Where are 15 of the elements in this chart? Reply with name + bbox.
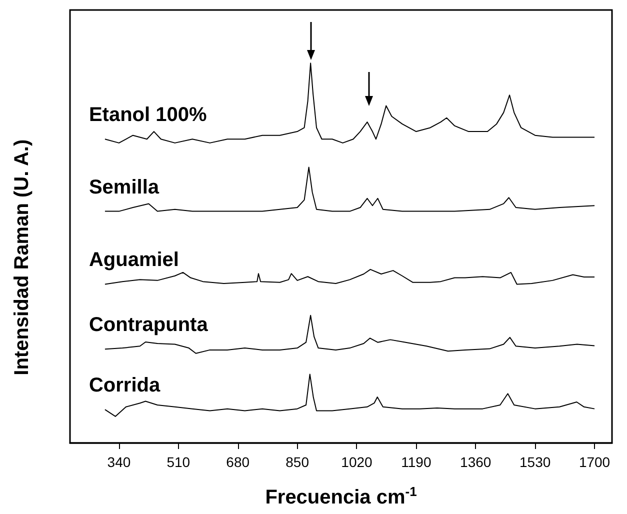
x-tick-label: 680	[226, 454, 250, 470]
y-axis-title: Intensidad Raman (U. A.)	[11, 139, 33, 376]
series-label: Etanol 100%	[88, 104, 208, 126]
x-tick-label: 1360	[460, 454, 492, 470]
x-tick-label: 1020	[341, 454, 373, 470]
series-label: Corrida	[88, 374, 161, 397]
series-label: Contrapunta	[88, 314, 209, 336]
x-tick-label: 1190	[401, 454, 432, 470]
x-tick-label: 340	[107, 454, 131, 470]
x-tick-label: 850	[286, 454, 310, 470]
x-tick-label: 510	[166, 454, 190, 470]
series-label: Aguamiel	[88, 249, 179, 272]
series-label: Semilla	[88, 176, 160, 198]
x-tick-label: 1530	[519, 454, 551, 470]
x-tick-label: 1700	[578, 454, 610, 470]
